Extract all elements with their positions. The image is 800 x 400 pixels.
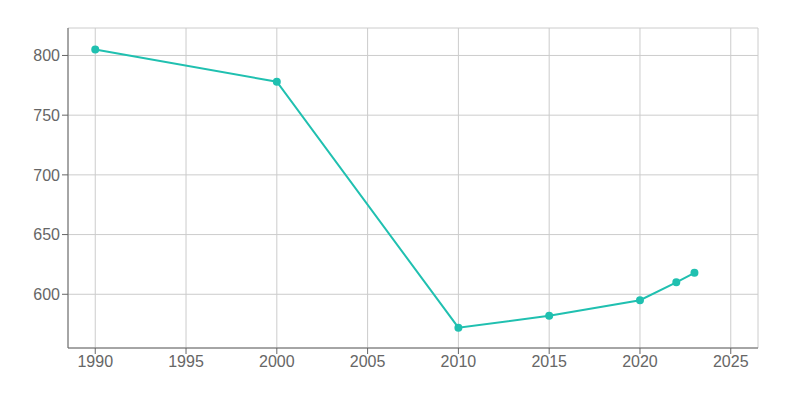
svg-text:2005: 2005: [350, 353, 386, 370]
svg-text:1995: 1995: [168, 353, 204, 370]
svg-text:2010: 2010: [441, 353, 477, 370]
svg-text:600: 600: [33, 286, 60, 303]
svg-text:2020: 2020: [622, 353, 658, 370]
svg-text:2015: 2015: [531, 353, 567, 370]
svg-text:700: 700: [33, 167, 60, 184]
svg-text:2000: 2000: [259, 353, 295, 370]
svg-text:650: 650: [33, 226, 60, 243]
svg-text:1990: 1990: [77, 353, 113, 370]
svg-text:800: 800: [33, 47, 60, 64]
svg-text:2025: 2025: [713, 353, 749, 370]
svg-text:750: 750: [33, 107, 60, 124]
